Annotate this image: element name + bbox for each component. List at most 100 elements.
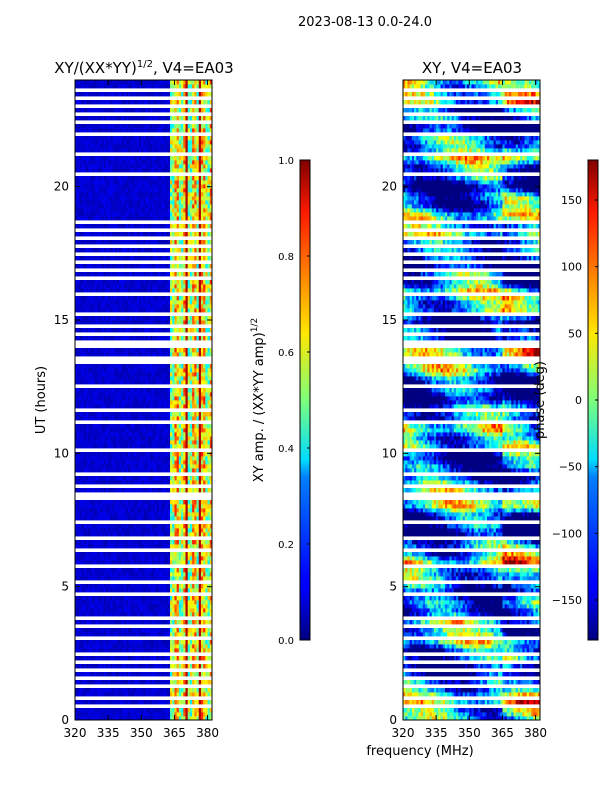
- amplitude-cell: [86, 508, 89, 513]
- amplitude-cell: [94, 444, 98, 449]
- amplitude-cell: [145, 320, 149, 325]
- amplitude-cell: [77, 296, 80, 301]
- amplitude-cell: [92, 460, 96, 465]
- amplitude-cell: [75, 504, 78, 509]
- amplitude-cell: [198, 612, 202, 617]
- amplitude-cell: [112, 452, 116, 457]
- amplitude-cell: [114, 316, 118, 321]
- amplitude-cell: [81, 532, 85, 537]
- amplitude-cell: [86, 688, 89, 693]
- amplitude-cell: [161, 364, 164, 369]
- amplitude-cell: [170, 400, 173, 405]
- amplitude-cell: [207, 608, 211, 613]
- amplitude-cell: [150, 336, 153, 341]
- amplitude-cell: [167, 468, 171, 473]
- amplitude-cell: [141, 588, 144, 593]
- amplitude-cell: [172, 424, 175, 429]
- amplitude-cell: [86, 320, 89, 325]
- amplitude-cell: [194, 584, 197, 589]
- amplitude-cell: [125, 700, 129, 705]
- amplitude-cell: [108, 372, 111, 377]
- amplitude-cell: [147, 372, 151, 377]
- amplitude-cell: [203, 288, 206, 293]
- amplitude-cell: [136, 372, 140, 377]
- amplitude-cell: [90, 352, 94, 357]
- amplitude-cell: [152, 500, 155, 505]
- amplitude-cell: [154, 552, 158, 557]
- amplitude-cell: [172, 460, 175, 465]
- amplitude-cell: [178, 572, 182, 577]
- amplitude-cell: [183, 716, 186, 721]
- amplitude-cell: [83, 644, 87, 649]
- amplitude-cell: [174, 656, 178, 661]
- amplitude-cell: [145, 700, 149, 705]
- amplitude-cell: [143, 416, 147, 421]
- amplitude-cell: [174, 556, 178, 561]
- amplitude-cell: [178, 692, 182, 697]
- amplitude-cell: [158, 392, 162, 397]
- amplitude-cell: [121, 304, 125, 309]
- amplitude-cell: [121, 468, 125, 473]
- amplitude-cell: [132, 380, 136, 385]
- amplitude-cell: [147, 708, 151, 713]
- amplitude-cell: [209, 400, 213, 405]
- amplitude-cell: [105, 628, 109, 633]
- amplitude-cell: [92, 680, 96, 685]
- amplitude-cell: [139, 456, 142, 461]
- amplitude-cell: [178, 620, 182, 625]
- amplitude-cell: [103, 664, 107, 669]
- amplitude-cell: [105, 712, 109, 717]
- amplitude-cell: [108, 256, 111, 261]
- amplitude-cell: [75, 648, 78, 653]
- amplitude-cell: [147, 308, 151, 313]
- amplitude-cell: [181, 364, 184, 369]
- amplitude-cell: [134, 288, 138, 293]
- amplitude-cell: [200, 648, 204, 653]
- amplitude-cell: [194, 336, 197, 341]
- amplitude-cell: [161, 504, 164, 509]
- amplitude-cell: [136, 364, 140, 369]
- amplitude-cell: [132, 524, 136, 529]
- amplitude-cell: [108, 504, 111, 509]
- amplitude-cell: [132, 628, 136, 633]
- amplitude-cell: [172, 672, 175, 677]
- amplitude-cell: [203, 372, 206, 377]
- amplitude-cell: [110, 308, 113, 313]
- amplitude-cell: [147, 608, 151, 613]
- amplitude-cell: [158, 596, 162, 601]
- amplitude-cell: [81, 544, 85, 549]
- amplitude-cell: [181, 708, 184, 713]
- amplitude-cell: [150, 424, 153, 429]
- amplitude-cell: [128, 388, 131, 393]
- amplitude-cell: [163, 532, 166, 537]
- amplitude-cell: [187, 304, 191, 309]
- amplitude-cell: [167, 688, 171, 693]
- amplitude-cell: [205, 712, 208, 717]
- amplitude-cell: [110, 712, 113, 717]
- amplitude-cell: [132, 412, 136, 417]
- amplitude-cell: [200, 608, 204, 613]
- amplitude-cell: [108, 376, 111, 381]
- amplitude-cell: [79, 416, 83, 421]
- amplitude-cell: [156, 432, 160, 437]
- amplitude-cell: [119, 468, 122, 473]
- amplitude-cell: [121, 316, 125, 321]
- amplitude-cell: [172, 436, 175, 441]
- amplitude-cell: [136, 464, 140, 469]
- amplitude-cell: [121, 348, 125, 353]
- amplitude-cell: [105, 404, 109, 409]
- amplitude-cell: [77, 524, 80, 529]
- amplitude-cell: [123, 588, 127, 593]
- amplitude-cell: [79, 640, 83, 645]
- amplitude-cell: [92, 404, 96, 409]
- amplitude-cell: [152, 596, 155, 601]
- amplitude-cell: [99, 600, 102, 605]
- amplitude-cell: [86, 544, 89, 549]
- amplitude-cell: [174, 452, 178, 457]
- amplitude-cell: [108, 584, 111, 589]
- amplitude-cell: [97, 560, 100, 565]
- amplitude-cell: [165, 612, 169, 617]
- amplitude-cell: [83, 544, 87, 549]
- amplitude-cell: [99, 604, 102, 609]
- amplitude-cell: [92, 712, 96, 717]
